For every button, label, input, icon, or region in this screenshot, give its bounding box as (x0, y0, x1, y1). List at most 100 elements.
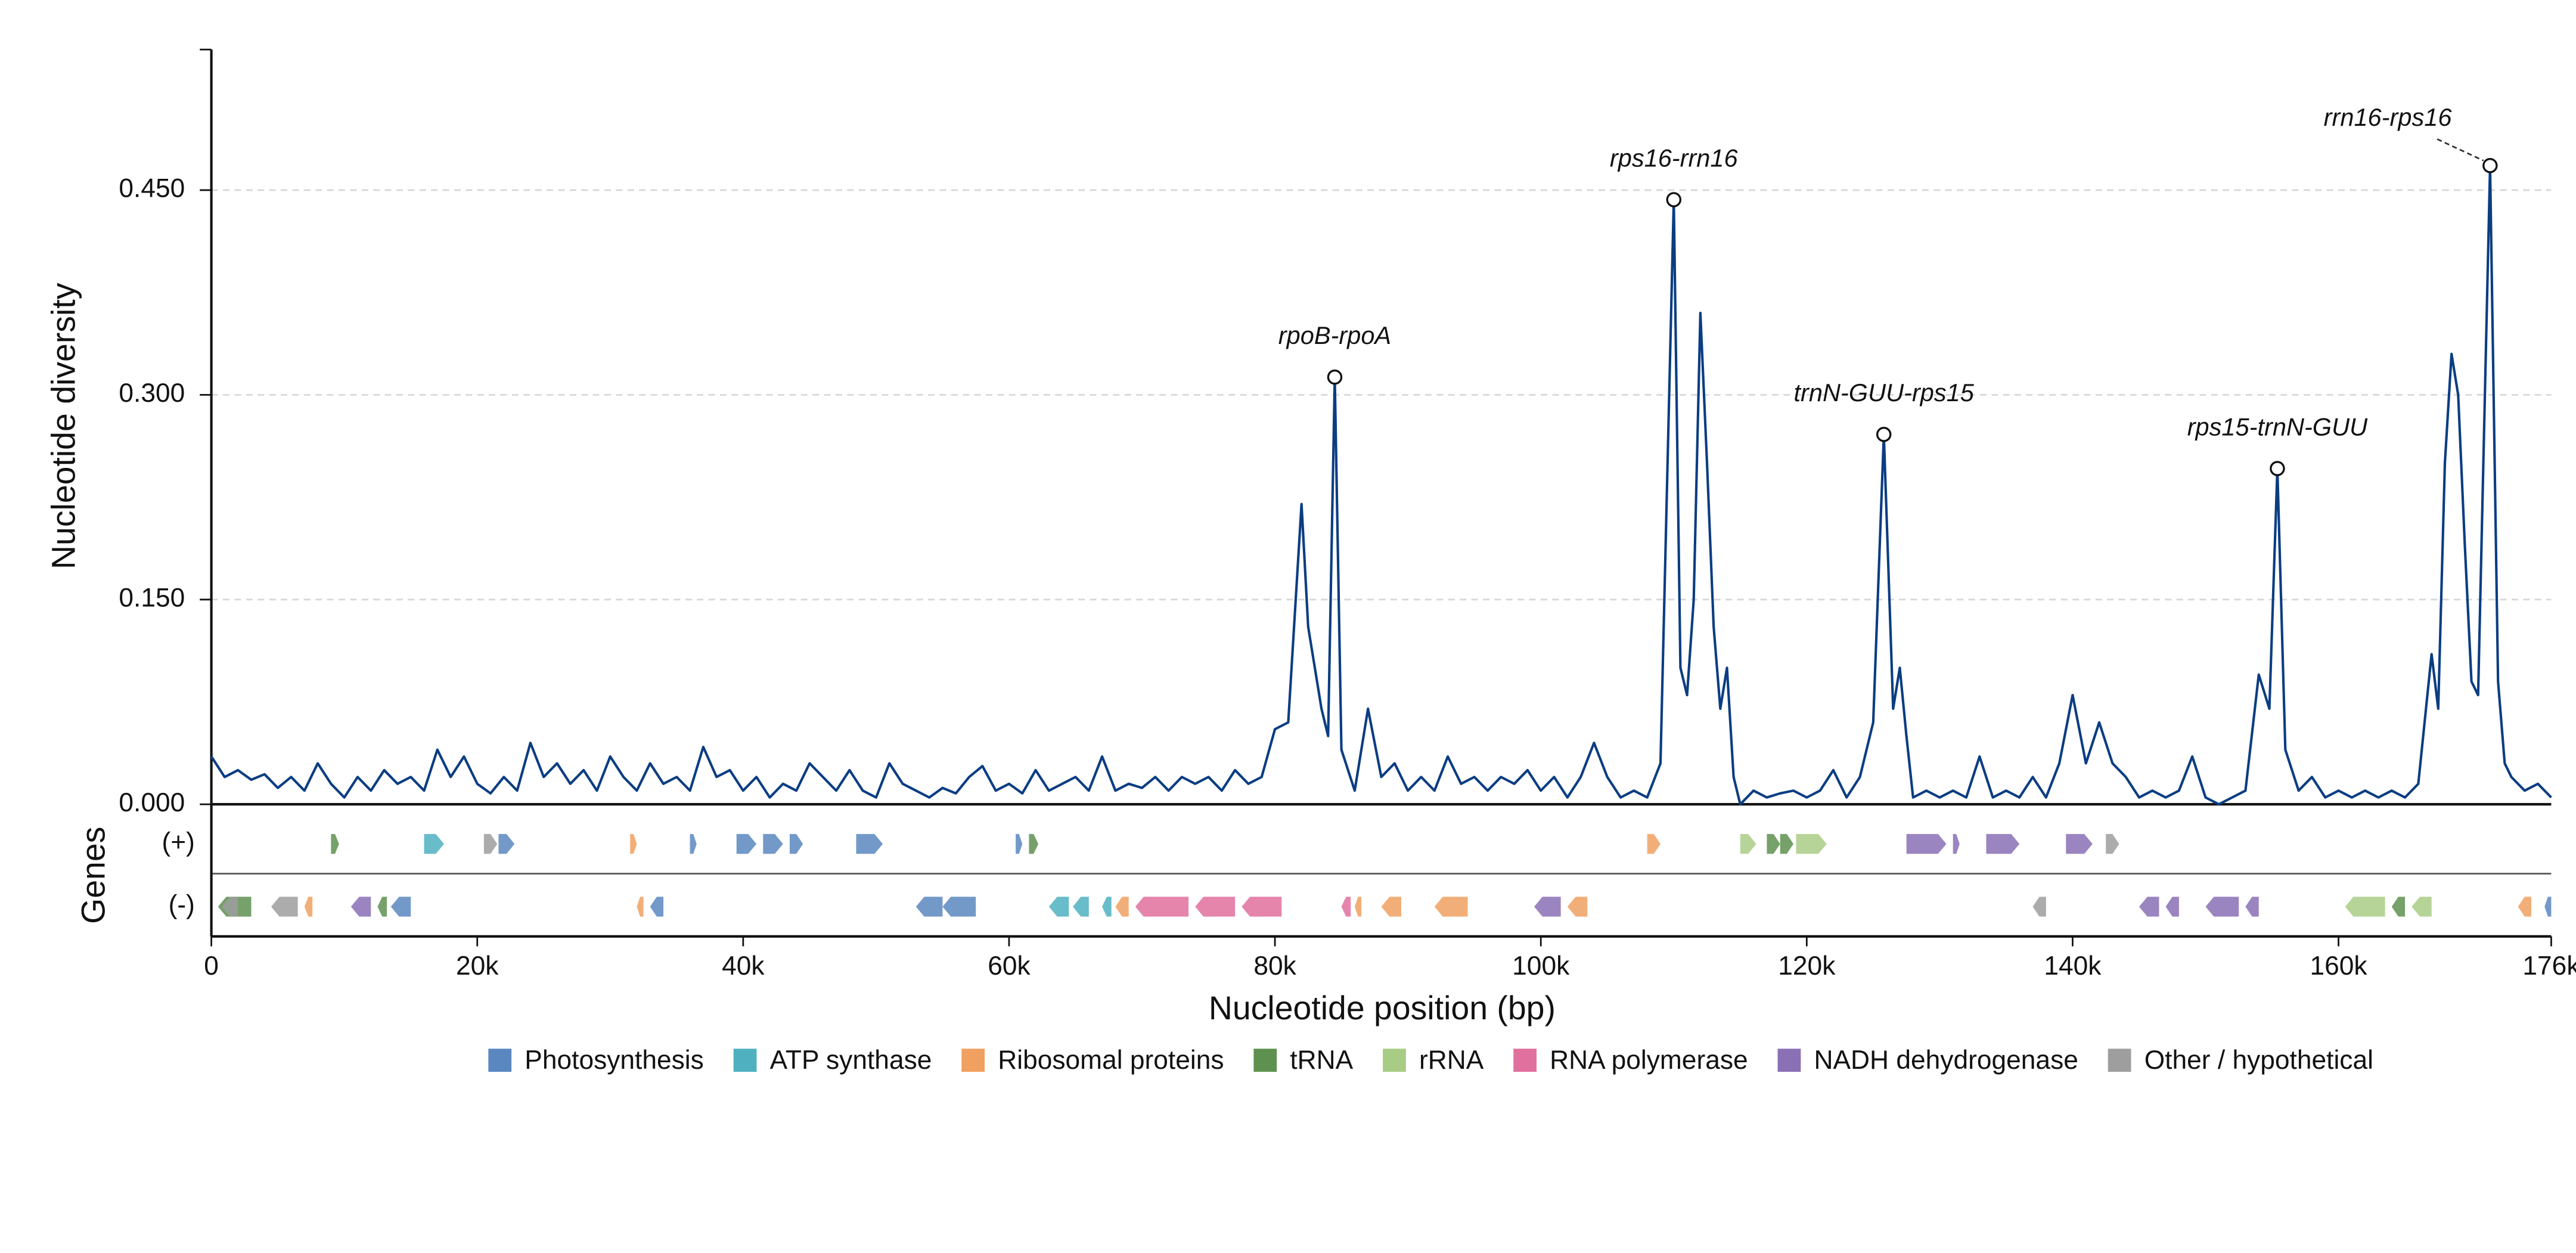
gene (2106, 834, 2119, 854)
gene (736, 834, 757, 854)
gene (1029, 834, 1039, 854)
annotation-label: rps16-rrn16 (1610, 144, 1739, 172)
legend-swatch (1383, 1049, 1406, 1072)
gene (1953, 834, 1960, 854)
legend-label: Photosynthesis (524, 1046, 704, 1075)
gene (1740, 834, 1756, 854)
strand-label: (-) (169, 891, 195, 920)
y-tick-label: 0.450 (119, 174, 185, 203)
peak-marker (2270, 461, 2285, 476)
gene (390, 897, 411, 917)
gene (2165, 897, 2179, 917)
gene (763, 834, 783, 854)
x-tick-label: 80k (1253, 951, 1296, 981)
gene (271, 897, 298, 917)
gene (350, 897, 371, 917)
annotation-label: rpoB-rpoA (1278, 321, 1391, 349)
x-tick-label: 0 (204, 951, 219, 981)
gene (2345, 897, 2385, 917)
gene (1115, 897, 1129, 917)
gene (942, 897, 976, 917)
legend-swatch (1777, 1049, 1801, 1072)
gene (637, 897, 644, 917)
gene (1986, 834, 2020, 854)
gene (856, 834, 883, 854)
gene (1567, 897, 1588, 917)
gene (483, 834, 498, 854)
gene (1135, 897, 1189, 917)
gene (222, 897, 238, 917)
gene (1073, 897, 1089, 917)
legend-swatch (2108, 1049, 2131, 1072)
gene (1434, 897, 1468, 917)
legend-label: NADH dehydrogenase (1814, 1046, 2078, 1075)
legend-label: tRNA (1290, 1046, 1353, 1075)
peak-marker (1666, 192, 1682, 207)
peak-marker (2482, 157, 2498, 173)
gene (690, 834, 697, 854)
legend-swatch (733, 1049, 757, 1072)
legend-label: Ribosomal proteins (998, 1046, 1224, 1075)
track-label: Genes (75, 827, 111, 924)
x-tick-label: 100k (1512, 951, 1570, 981)
gene (1906, 834, 1947, 854)
gene (424, 834, 444, 854)
gene (2066, 834, 2093, 854)
gene (1195, 897, 1236, 917)
peak-marker (1876, 427, 1892, 442)
legend-swatch (488, 1049, 512, 1072)
legend-swatch (1253, 1049, 1277, 1072)
gene (650, 897, 664, 917)
gene (331, 834, 339, 854)
peak-marker (1327, 369, 1343, 385)
gene (2544, 897, 2552, 917)
gene (1647, 834, 1661, 854)
y-tick-label: 0.150 (119, 584, 185, 613)
x-axis-label: Nucleotide position (bp) (1209, 990, 1556, 1026)
annotation-label: trnN-GUU-rps15 (1793, 379, 1974, 407)
gene (2032, 897, 2046, 917)
gene (1016, 834, 1023, 854)
legend-swatch (961, 1049, 985, 1072)
annotation-leader (2437, 138, 2484, 162)
gene (2411, 897, 2432, 917)
gene (2245, 897, 2259, 917)
gene (789, 834, 803, 854)
gene (1780, 834, 1794, 854)
diversity-line (210, 164, 2552, 806)
x-tick-label: 20k (456, 951, 499, 981)
gene (1767, 834, 1780, 854)
x-tick-label: 120k (1778, 951, 1836, 981)
y-tick-label: 0.300 (119, 379, 185, 408)
gene (915, 897, 943, 917)
legend-swatch (1513, 1049, 1537, 1072)
gene (2139, 897, 2159, 917)
gene (1381, 897, 1401, 917)
annotation-label: rps15-trnN-GUU (2187, 413, 2368, 441)
strand-label: (+) (162, 827, 195, 857)
legend-label: ATP synthase (770, 1046, 932, 1075)
gene (1102, 897, 1112, 917)
x-tick-label: 176k (2522, 951, 2576, 981)
gene (2205, 897, 2239, 917)
gene (1354, 897, 1362, 917)
gene (377, 897, 387, 917)
legend-label: rRNA (1419, 1046, 1484, 1075)
x-tick-label: 60k (988, 951, 1031, 981)
x-tick-label: 140k (2044, 951, 2102, 981)
gene (2518, 897, 2531, 917)
gene (1242, 897, 1282, 917)
y-axis-label: Nucleotide diversity (45, 283, 82, 569)
gene (1534, 897, 1561, 917)
x-tick-label: 160k (2310, 951, 2368, 981)
y-tick-label: 0.000 (119, 788, 185, 817)
gene (1796, 834, 1827, 854)
gene (1341, 897, 1351, 917)
x-tick-label: 40k (722, 951, 765, 981)
gene (1048, 897, 1069, 917)
gene (630, 834, 637, 854)
gene (498, 834, 515, 854)
legend-label: RNA polymerase (1550, 1046, 1748, 1075)
